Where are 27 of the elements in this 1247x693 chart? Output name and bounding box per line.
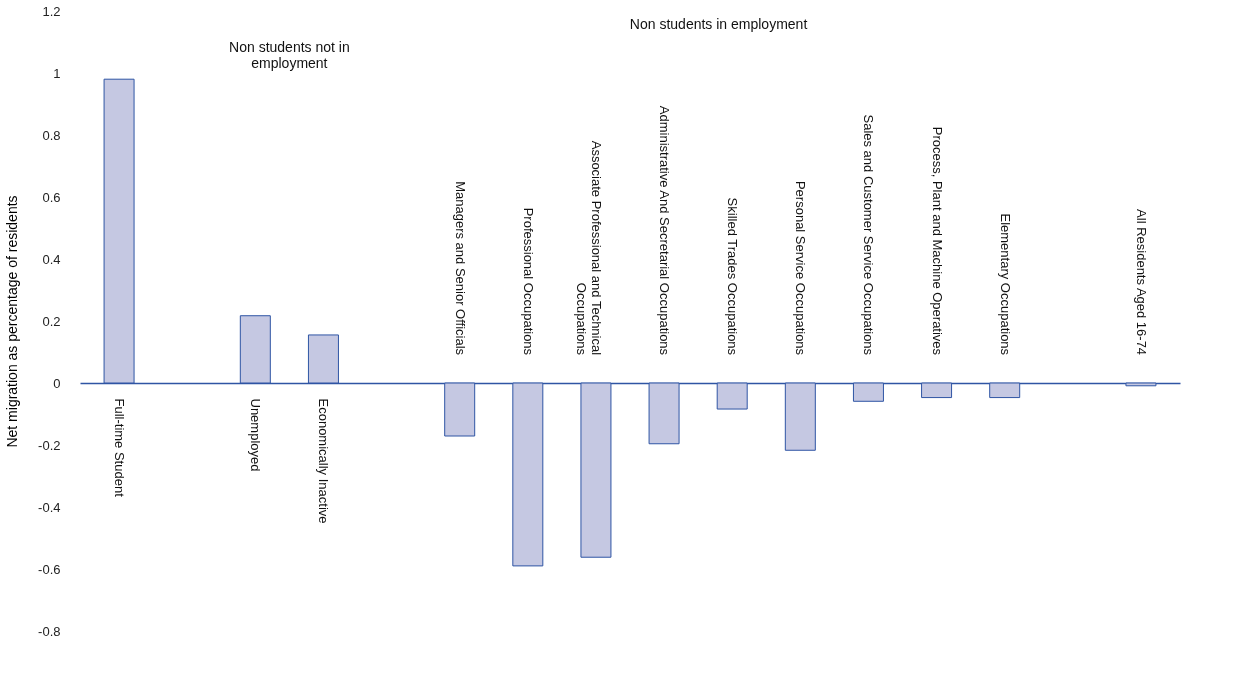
y-tick-label: 0.4 (42, 251, 61, 267)
x-tick-label: Full-time Student (112, 398, 128, 498)
x-tick-label: Managers and Senior Officials (452, 181, 468, 356)
x-tick-label: Associate Professional and Technical Occupations (573, 140, 604, 356)
x-tick-label: Unemployed (248, 398, 264, 472)
x-tick-label: Elementary Occupations (997, 213, 1013, 356)
annotation: Non students not in employment (229, 39, 350, 72)
x-tick-label: Professional Occupations (520, 207, 536, 356)
x-tick-label: All Residents Aged 16-74 (1133, 209, 1149, 356)
annotation: Non students in employment (629, 15, 808, 32)
y-tick-label: 1 (53, 65, 61, 81)
y-axis-title: Net migration as percentage of residents (4, 195, 21, 448)
y-tick-label: 1.2 (42, 3, 61, 19)
y-tick-label: 0.6 (42, 189, 61, 205)
y-tick-label: 0.2 (42, 313, 61, 329)
y-tick-label: -0.8 (38, 623, 61, 639)
x-tick-label: Process, Plant and Machine Operatives (929, 126, 945, 356)
x-tick-label: Economically Inactive (316, 398, 332, 524)
y-tick-label: -0.2 (38, 437, 61, 453)
y-tick-label: 0 (53, 375, 61, 391)
y-tick-label: 0.8 (42, 127, 61, 143)
x-tick-label: Personal Service Occupations (793, 180, 809, 356)
x-tick-label: Skilled Trades Occupations (725, 197, 741, 356)
y-tick-label: -0.6 (38, 561, 61, 577)
x-tick-label: Sales and Customer Service Occupations (861, 114, 877, 356)
x-tick-label: Administrative And Secretarial Occupations (657, 105, 673, 356)
y-tick-label: -0.4 (38, 499, 61, 515)
